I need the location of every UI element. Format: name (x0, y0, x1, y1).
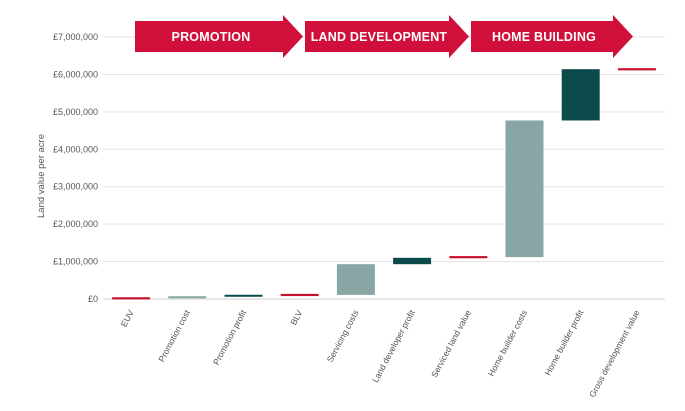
y-tick-label: £4,000,000 (53, 144, 98, 154)
y-tick-label: £5,000,000 (53, 107, 98, 117)
x-tick-label: Servicing costs (325, 308, 361, 364)
bar-land-developer-profit (393, 257, 432, 265)
y-tick-label: £6,000,000 (53, 69, 98, 79)
x-tick-label: BLV (288, 308, 304, 327)
bar-serviced-land-value (449, 256, 488, 259)
bar-home-builder-costs (505, 120, 544, 258)
bar-blv (280, 293, 319, 297)
x-tick-label: Gross development value (587, 308, 642, 399)
y-tick-label: £0 (88, 294, 98, 304)
phase-arrow-1 (305, 15, 469, 58)
phase-arrow-0 (135, 15, 303, 58)
y-tick-label: £3,000,000 (53, 182, 98, 192)
x-tick-label: Home builder profit (543, 308, 586, 377)
phase-label: LAND DEVELOPMENT (311, 30, 448, 44)
bar-promotion-cost (168, 296, 207, 299)
bar-servicing-costs (336, 264, 375, 295)
bar-gross-development-value (617, 68, 656, 71)
x-tick-label: EUV (119, 308, 136, 329)
phase-label: PROMOTION (172, 30, 251, 44)
y-tick-label: £1,000,000 (53, 257, 98, 267)
bar-promotion-profit (224, 294, 263, 297)
x-tick-label: Land developer profit (370, 308, 417, 385)
phase-label: HOME BUILDING (492, 30, 596, 44)
bar-home-builder-profit (561, 69, 600, 121)
y-tick-label: £2,000,000 (53, 219, 98, 229)
x-tick-label: Serviced land value (429, 308, 473, 379)
x-tick-label: Promotion cost (156, 308, 192, 364)
y-tick-label: £7,000,000 (53, 32, 98, 42)
bar-euv (112, 297, 151, 300)
phase-arrow-2 (471, 15, 633, 58)
x-tick-label: Promotion profit (211, 308, 249, 367)
x-tick-label: Home builder costs (486, 308, 529, 378)
y-axis-label: Land value per acre (36, 134, 47, 218)
